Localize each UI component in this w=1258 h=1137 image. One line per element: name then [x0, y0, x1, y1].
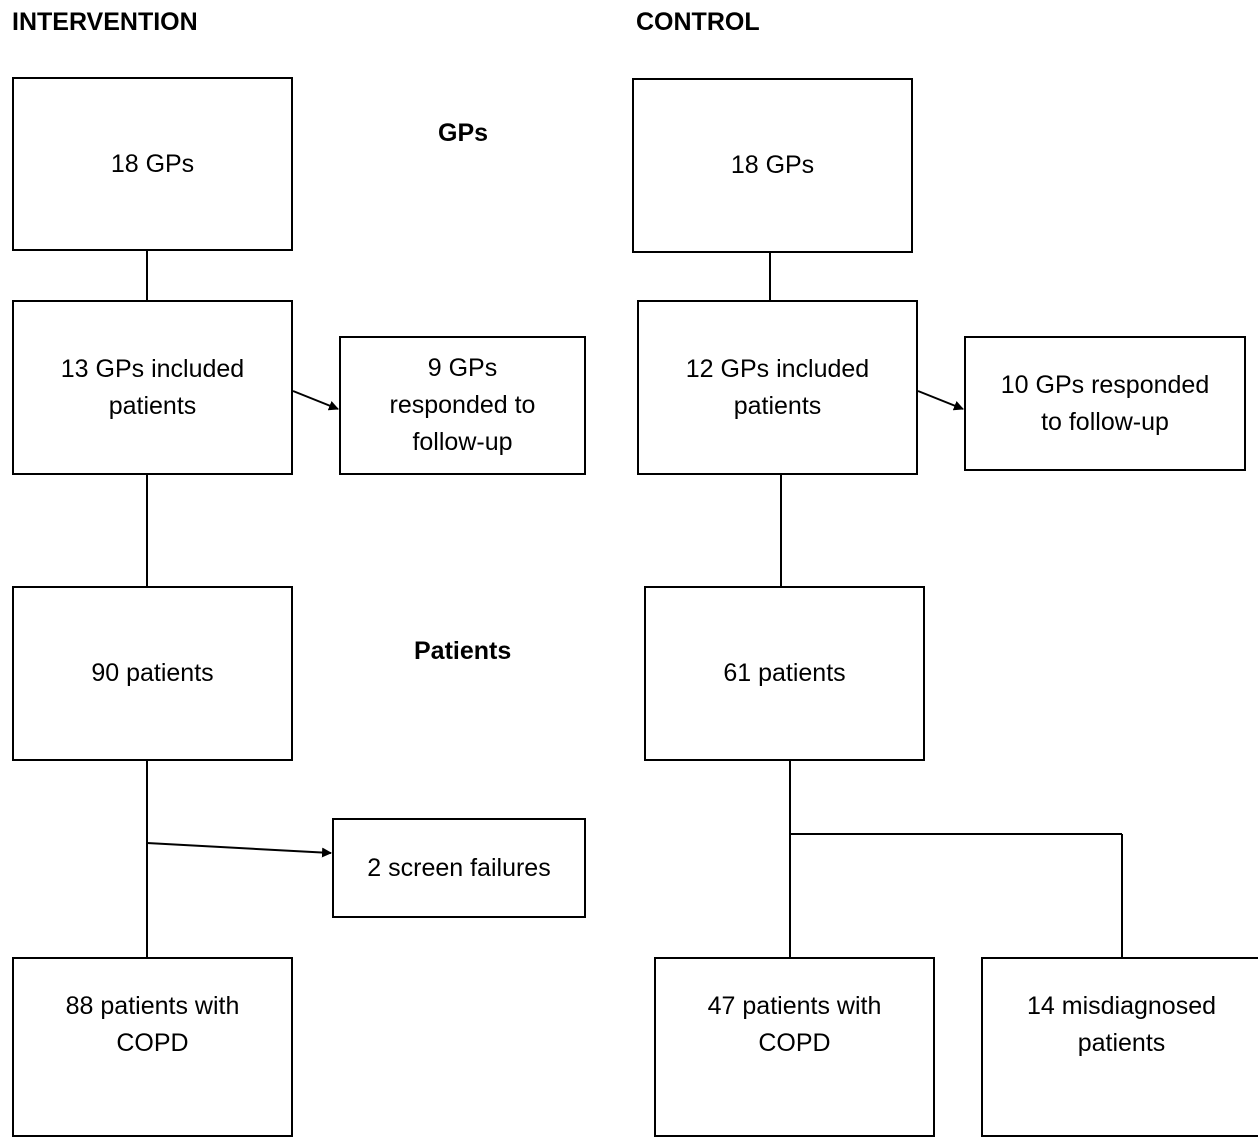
ctl-gps-included-text: 12 GPs included patients: [685, 354, 870, 420]
arrow-int-screen-failures: [146, 842, 332, 858]
ctl-misdiagnosed-box: 14 misdiagnosed patients: [981, 957, 1258, 1137]
ctl-patients-copd-box: 47 patients with COPD: [654, 957, 935, 1137]
gps-section-label: GPs: [438, 119, 489, 147]
arrow-int-included-to-followup: [292, 390, 339, 411]
control-heading: CONTROL: [636, 8, 760, 36]
ctl-patients-copd-text: 47 patients with COPD: [707, 992, 882, 1057]
int-gps-total-box: 18 GPs: [12, 77, 293, 251]
ctl-gps-followup-box: 10 GPs responded to follow-up: [964, 336, 1246, 471]
int-patients-copd-box: 88 patients with COPD: [12, 957, 293, 1137]
intervention-heading: INTERVENTION: [12, 8, 198, 36]
int-patients-total-text: 90 patients: [91, 659, 214, 687]
ctl-gps-total-box: 18 GPs: [632, 78, 913, 253]
arrow-ctl-included-to-followup: [917, 390, 964, 411]
int-gps-total-text: 18 GPs: [110, 149, 195, 178]
ctl-misdiagnosed-text: 14 misdiagnosed patients: [1026, 992, 1216, 1057]
ctl-patients-total-text: 61 patients: [723, 659, 846, 687]
int-gps-included-box: 13 GPs included patients: [12, 300, 293, 475]
int-screen-failures-text: 2 screen failures: [367, 853, 551, 882]
ctl-gps-total-text: 18 GPs: [730, 151, 815, 179]
int-gps-included-text: 13 GPs included patients: [60, 354, 245, 420]
patients-section-label: Patients: [414, 637, 512, 665]
int-gps-followup-text: 9 GPs responded to follow-up: [389, 354, 536, 456]
int-patients-total-box: 90 patients: [12, 586, 293, 761]
ctl-patients-total-box: 61 patients: [644, 586, 925, 761]
int-gps-followup-box: 9 GPs responded to follow-up: [339, 336, 586, 475]
int-patients-copd-text: 88 patients with COPD: [65, 992, 240, 1057]
int-screen-failures-box: 2 screen failures: [332, 818, 586, 918]
ctl-gps-followup-text: 10 GPs responded to follow-up: [1000, 370, 1210, 436]
ctl-gps-included-box: 12 GPs included patients: [637, 300, 918, 475]
